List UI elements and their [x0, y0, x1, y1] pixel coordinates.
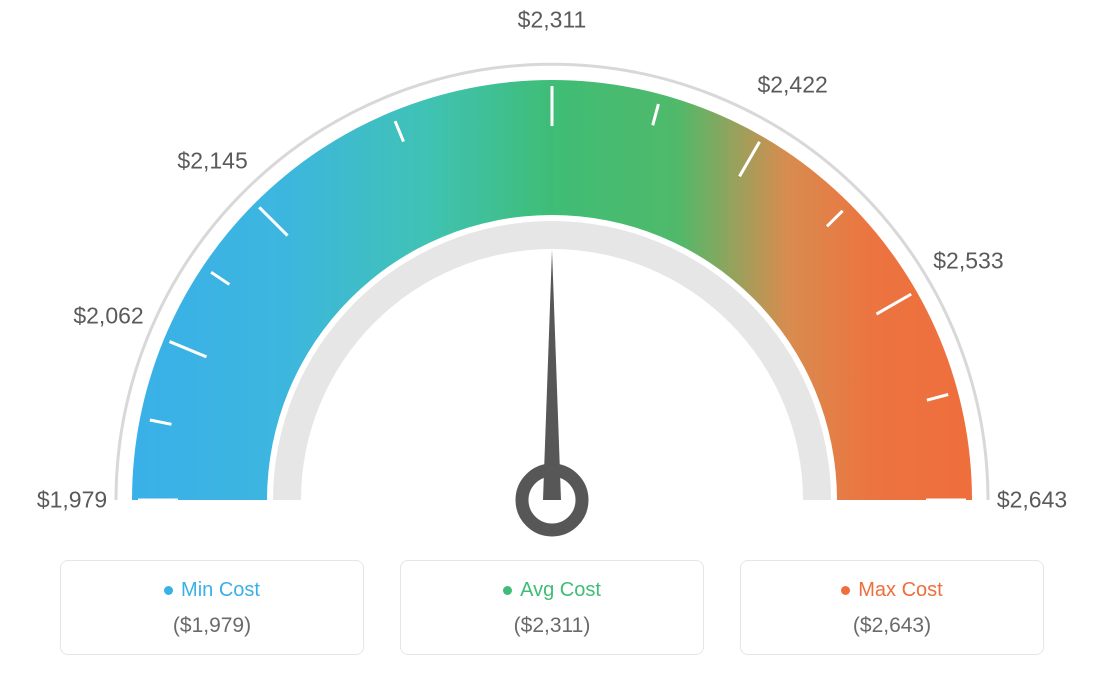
legend-title-avg: Avg Cost: [520, 579, 601, 602]
dot-icon: [503, 586, 512, 595]
legend: Min Cost ($1,979) Avg Cost ($2,311) Max …: [0, 560, 1104, 655]
legend-box-avg: Avg Cost ($2,311): [400, 560, 704, 655]
gauge-tick-label: $2,422: [757, 71, 827, 98]
gauge-tick-label: $2,643: [997, 487, 1067, 514]
gauge-tick-label: $2,062: [73, 303, 143, 330]
gauge-tick-label: $1,979: [37, 487, 107, 514]
gauge-tick-label: $2,145: [177, 147, 247, 174]
legend-title-max: Max Cost: [858, 579, 942, 602]
legend-value-min: ($1,979): [85, 614, 339, 638]
gauge-tick-label: $2,311: [518, 7, 587, 34]
legend-box-min: Min Cost ($1,979): [60, 560, 364, 655]
gauge-chart: $1,979 $2,062 $2,145 $2,311 $2,422 $2,533 $2,6…: [0, 0, 1104, 560]
legend-title-min: Min Cost: [181, 579, 260, 602]
gauge-svg: [0, 0, 1104, 560]
gauge-tick-label: $2,533: [933, 248, 1003, 275]
dot-icon: [164, 586, 173, 595]
legend-value-max: ($2,643): [765, 614, 1019, 638]
legend-box-max: Max Cost ($2,643): [740, 560, 1044, 655]
legend-value-avg: ($2,311): [425, 614, 679, 638]
dot-icon: [841, 586, 850, 595]
